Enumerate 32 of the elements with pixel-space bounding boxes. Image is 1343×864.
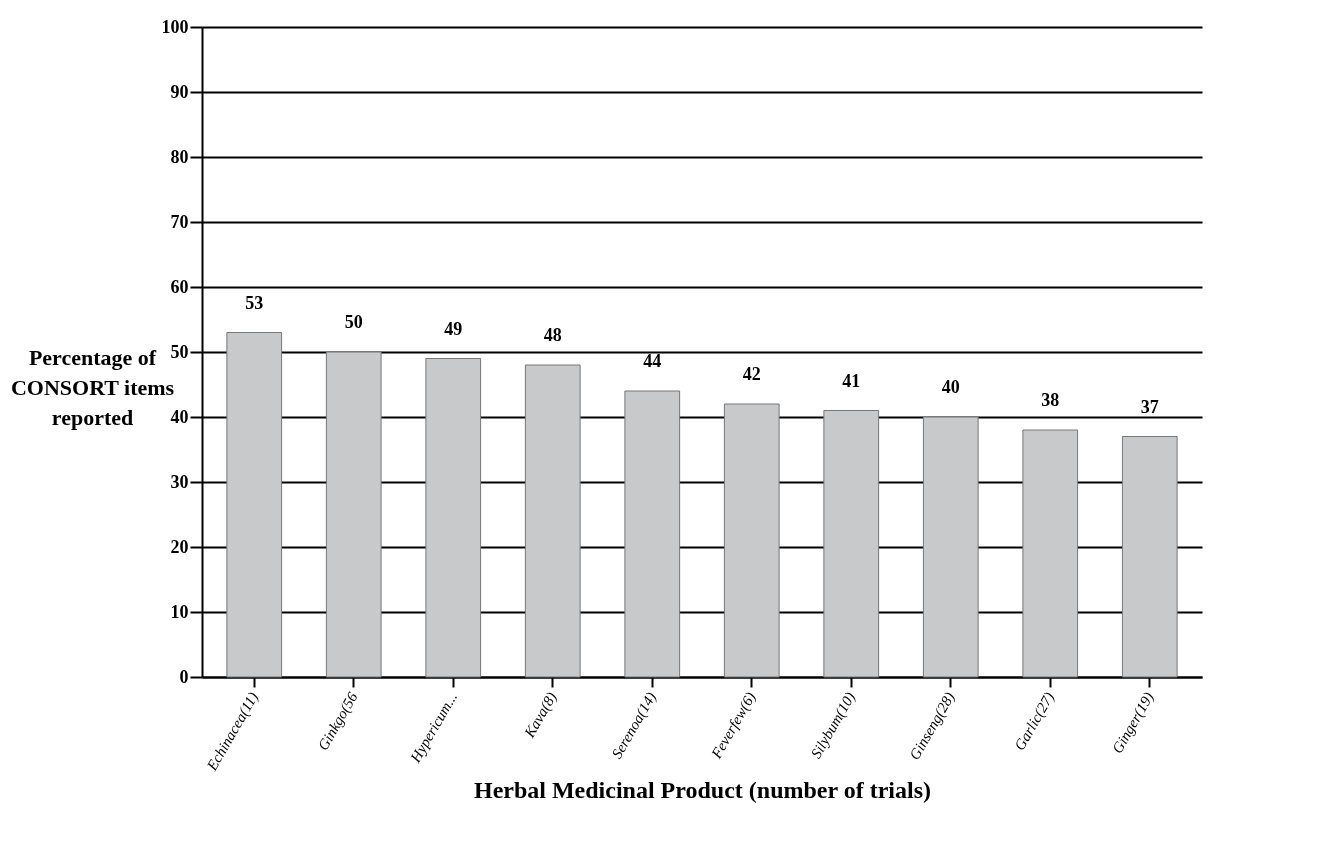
y-tick-label: 0 bbox=[179, 666, 189, 687]
y-tick-label: 90 bbox=[170, 81, 189, 102]
y-tick-label: 70 bbox=[170, 211, 189, 232]
bar bbox=[226, 332, 283, 678]
bar bbox=[1022, 429, 1079, 678]
y-tick-label: 80 bbox=[170, 146, 189, 167]
bar bbox=[325, 351, 382, 678]
bar bbox=[922, 416, 979, 678]
data-label: 42 bbox=[742, 364, 761, 384]
bar bbox=[723, 403, 780, 678]
y-tick-label: 60 bbox=[170, 276, 189, 297]
data-label: 48 bbox=[543, 325, 562, 345]
y-tick-label: 40 bbox=[170, 406, 189, 427]
y-tick-label: 50 bbox=[170, 341, 189, 362]
bar bbox=[624, 390, 681, 678]
bar bbox=[425, 358, 482, 678]
y-tick-label: 10 bbox=[170, 601, 189, 622]
data-label: 50 bbox=[344, 312, 363, 332]
data-label: 53 bbox=[245, 292, 264, 313]
y-tick-label: 30 bbox=[170, 471, 189, 492]
data-label: 38 bbox=[1041, 390, 1060, 410]
data-label: 49 bbox=[444, 318, 463, 339]
bar bbox=[823, 410, 880, 678]
data-label: 37 bbox=[1140, 396, 1159, 417]
data-label: 40 bbox=[941, 377, 960, 397]
y-tick-label: 100 bbox=[161, 16, 189, 37]
y-tick-label: 20 bbox=[170, 536, 189, 557]
data-label: 41 bbox=[842, 370, 861, 391]
data-label: 44 bbox=[643, 351, 662, 371]
x-axis-title: Herbal Medicinal Product (number of trials) bbox=[473, 777, 932, 803]
bar bbox=[524, 364, 581, 678]
bar bbox=[1121, 436, 1178, 678]
